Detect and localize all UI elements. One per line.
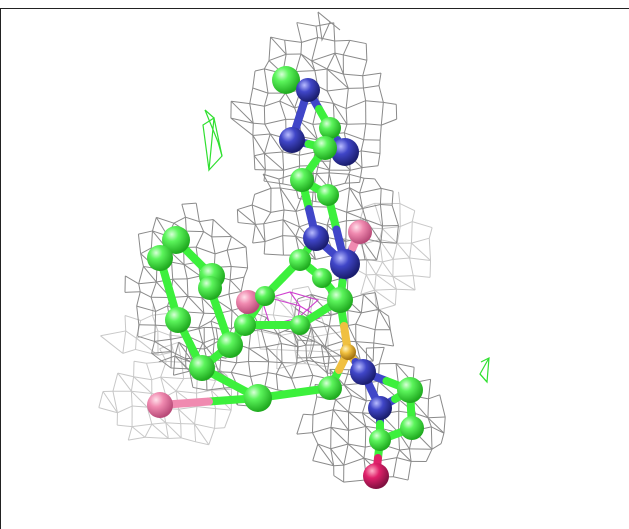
atom-o <box>348 220 372 244</box>
atom-c <box>244 384 272 412</box>
atom-c <box>318 376 342 400</box>
atom-c <box>319 117 341 139</box>
atom-s <box>340 344 356 360</box>
atom-c <box>165 307 191 333</box>
atom-c <box>397 377 423 403</box>
atom-c <box>369 429 391 451</box>
difference-density-green-right <box>479 356 490 384</box>
atom-c <box>289 249 311 271</box>
atom-c <box>313 136 337 160</box>
molecule-atoms <box>147 66 424 489</box>
atom-c <box>290 168 314 192</box>
atom-c <box>234 314 256 336</box>
atom-n <box>303 225 329 251</box>
atom-c <box>312 268 332 288</box>
atom-c <box>327 287 353 313</box>
atom-n <box>279 127 305 153</box>
atom-c <box>400 416 424 440</box>
atom-c <box>290 315 310 335</box>
atom-n <box>350 359 376 385</box>
atom-n <box>368 396 392 420</box>
atom-c <box>162 226 190 254</box>
atom-n <box>330 249 360 279</box>
atom-c <box>189 355 215 381</box>
viewer-left-border <box>0 8 1 529</box>
viewer-top-border <box>0 8 629 9</box>
atom-o <box>147 392 173 418</box>
atom-c <box>272 66 300 94</box>
atom-c <box>147 245 173 271</box>
atom-c <box>217 332 243 358</box>
atom-o <box>363 463 389 489</box>
atom-n <box>331 138 359 166</box>
atom-c <box>198 276 222 300</box>
atom-n <box>296 78 320 102</box>
atom-o <box>236 290 260 314</box>
difference-density-green-left <box>202 109 223 172</box>
atom-c <box>317 184 339 206</box>
atom-c <box>255 286 275 306</box>
